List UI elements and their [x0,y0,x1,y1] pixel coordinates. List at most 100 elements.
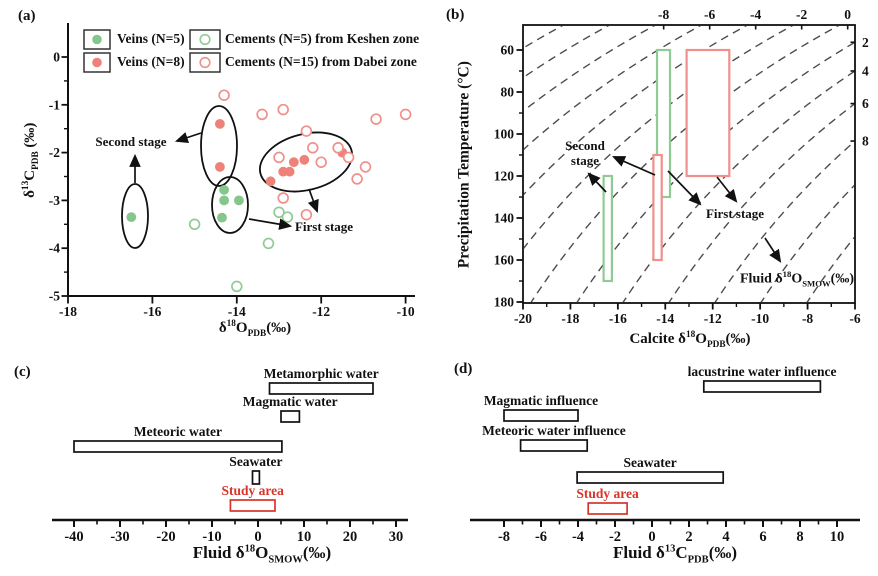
panel-c: -40 -30 -20 -10 0 10 20 30 [52,382,408,545]
bar-label: Seawater [229,454,283,469]
x-tick-label: -6 [849,311,860,326]
x-tick-label: 0 [254,529,261,545]
x-tick-label: -8 [802,311,813,326]
panel-d-letter: (d) [454,361,473,377]
panel-c-letter: (c) [14,364,31,380]
study-area-label: Study area [576,486,639,501]
x-tick-label: 10 [830,529,845,545]
range-bar-water-type [702,380,822,393]
x-tick-label: -14 [656,311,674,326]
data-point [265,176,276,187]
bar-label: Magmatic influence [483,393,599,408]
legend-a [83,29,221,73]
data-point [219,195,230,206]
contour-right-label: 6 [862,96,869,111]
study-area-label: Study area [221,483,284,498]
data-point [262,237,275,250]
legend-key-box [189,52,221,73]
d-x-axis-title: Fluid δ13CPDB(‰) [612,543,738,566]
data-point [188,218,201,231]
data-point [215,119,225,129]
annotation-arrow [248,218,293,230]
legend-marker-red-open [199,56,211,69]
data-point [273,151,285,164]
x-tick-label: -40 [64,529,83,545]
range-bar-water-type [73,440,283,453]
data-point [217,212,227,223]
x-tick-label: -6 [535,529,547,545]
b-y-axis-title: Precipitation Temperature (°C) [455,61,473,269]
y-tick-label: -4 [49,241,60,256]
x-tick-label: -18 [561,311,579,326]
x-tick-label: -30 [110,529,129,545]
x-tick-label: -4 [572,529,584,545]
y-tick-label: 80 [501,85,515,100]
data-point [284,166,295,177]
contour-top-label: -4 [750,7,761,22]
data-point [351,173,363,185]
bar-label: Magmatic water [242,394,338,409]
data-point [307,142,319,154]
series-green-filled [126,185,244,223]
x-tick-label: 0 [648,529,655,545]
legend-marker-green-open [199,33,211,46]
second-stage-label-a: Second stage [95,134,167,149]
y-tick-label: 140 [494,211,515,226]
series-red-open [218,89,412,221]
fluid-contour-line [760,184,854,302]
x-tick-label: 2 [685,529,692,545]
annotation-arrow [764,237,782,263]
data-point [332,142,344,154]
panel-b-letter: (b) [446,7,465,23]
y-tick-label: -2 [49,145,60,160]
range-bar-water-type [280,410,301,423]
x-tick-label: -2 [609,529,621,545]
fluid-contour-line [524,26,748,196]
bar-label: Seawater [623,455,677,470]
data-point [300,125,313,137]
y-tick-label: 60 [501,43,515,58]
data-point [231,280,243,293]
data-point [399,108,412,121]
x-tick-label: -10 [202,529,221,545]
data-point [370,113,382,125]
x-tick-label: 4 [722,529,729,545]
data-point [315,156,327,168]
panel-a: -18 -16 -14 -12 -10 0 -1 -2 -3 -4 -5 [49,23,415,319]
stage-rect-green [602,174,613,283]
bar-label: Metamorphic water [263,366,379,381]
legend-label-cements-dabei: Cements (N=15) from Dabei zone [225,54,417,69]
stage-rect-red [652,153,663,262]
bar-label: Meteoric water [133,424,222,439]
fluid-contour-line [576,42,854,302]
contour-right-label: 2 [862,35,869,50]
range-bar-water-type [503,409,579,422]
y-tick-label: 180 [494,295,515,310]
y-tick-label: 120 [494,169,515,184]
legend-label-cements-keshen: Cements (N=5) from Keshen zone [225,31,420,46]
x-tick-label: -12 [704,311,722,326]
data-point [281,211,294,223]
a-y-axis-title: δ13CPDB (‰) [20,122,41,198]
range-bar-water-type [268,382,374,395]
data-point [256,108,268,121]
range-bar-water-type [251,470,261,485]
x-tick-label: 10 [297,529,312,545]
legend-key-box [83,29,111,50]
range-bar-water-type [519,439,589,452]
annotation-arrow [174,132,202,144]
fluid-contour-line [714,141,854,302]
x-tick-label: 30 [389,529,404,545]
annotation-arrow [716,176,738,203]
stage-ellipse [121,183,149,249]
annotation-arrow [612,156,656,176]
data-point [273,206,285,219]
x-tick-label: 6 [759,529,766,545]
y-tick-label: -3 [49,193,60,208]
data-point [126,212,137,223]
legend-label-veins-keshen: Veins (N=5) [117,31,185,46]
x-tick-label: -18 [59,304,77,319]
panel-a-letter: (a) [18,8,36,24]
x-tick-label: -16 [609,311,627,326]
fluid-contour-line [524,26,610,78]
